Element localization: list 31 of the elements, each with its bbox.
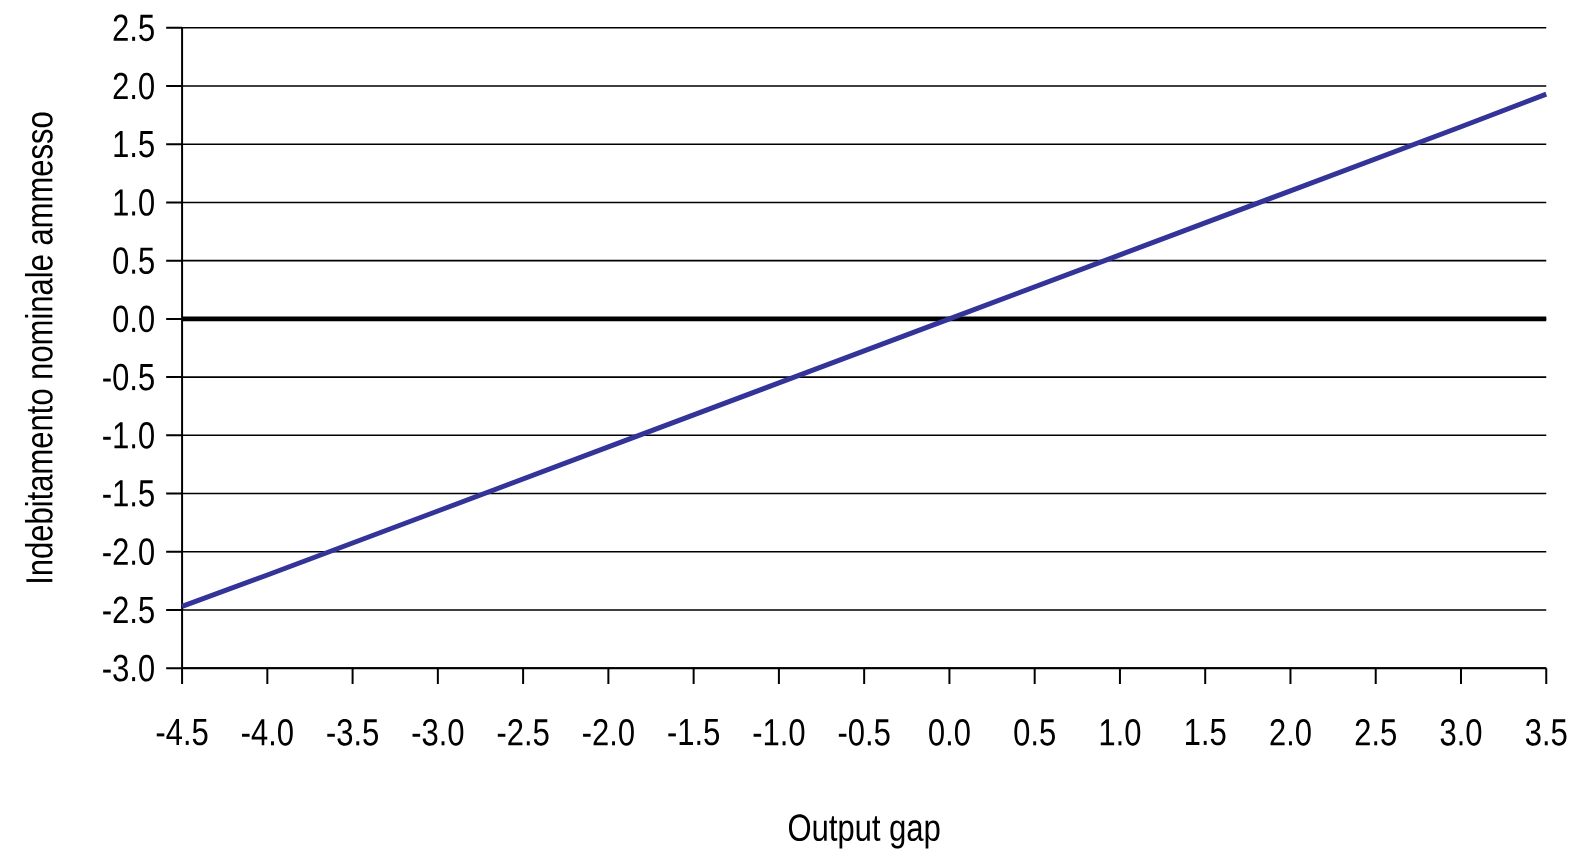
y-tick-label: 1.0 [114, 189, 154, 216]
y-tick-label: -1.5 [103, 480, 154, 507]
x-tick-label: -1.0 [753, 718, 805, 746]
y-tick-label: 0.0 [113, 305, 154, 333]
x-tick-label: -4.0 [242, 718, 293, 746]
x-tick-label: -2.5 [497, 718, 549, 746]
y-tick-label: 1.5 [114, 131, 154, 158]
y-tick-label: -2.5 [103, 596, 154, 624]
x-tick-label: 0.5 [1014, 718, 1055, 746]
x-tick-label: 1.0 [1100, 718, 1141, 746]
x-tick-label: 3.0 [1440, 718, 1482, 746]
x-tick-label: -3.5 [327, 718, 378, 746]
x-tick-label: 1.5 [1186, 718, 1226, 746]
y-tick-label: -3.0 [103, 654, 154, 682]
x-tick-label: -1.5 [668, 718, 720, 746]
x-tick-label: 2.0 [1270, 718, 1311, 746]
x-tick-label: 3.5 [1525, 718, 1567, 746]
x-axis-title: Output gap [788, 814, 940, 849]
y-tick-label: -1.0 [103, 421, 154, 449]
x-tick-label: -4.5 [156, 718, 208, 746]
x-tick-label: -2.0 [583, 718, 634, 746]
x-tick-label: -3.0 [412, 718, 464, 746]
y-tick-label: -2.0 [103, 538, 154, 566]
y-axis-title: Indebitamento nominale ammesso [24, 112, 53, 582]
y-tick-label: 2.0 [113, 72, 154, 100]
y-tick-label: 2.5 [113, 14, 154, 42]
y-tick-label: -0.5 [103, 363, 154, 391]
y-tick-label: 0.5 [113, 247, 154, 275]
x-tick-label: 2.5 [1355, 718, 1396, 746]
x-tick-label: -0.5 [838, 718, 890, 746]
x-tick-label: 0.0 [929, 718, 970, 746]
